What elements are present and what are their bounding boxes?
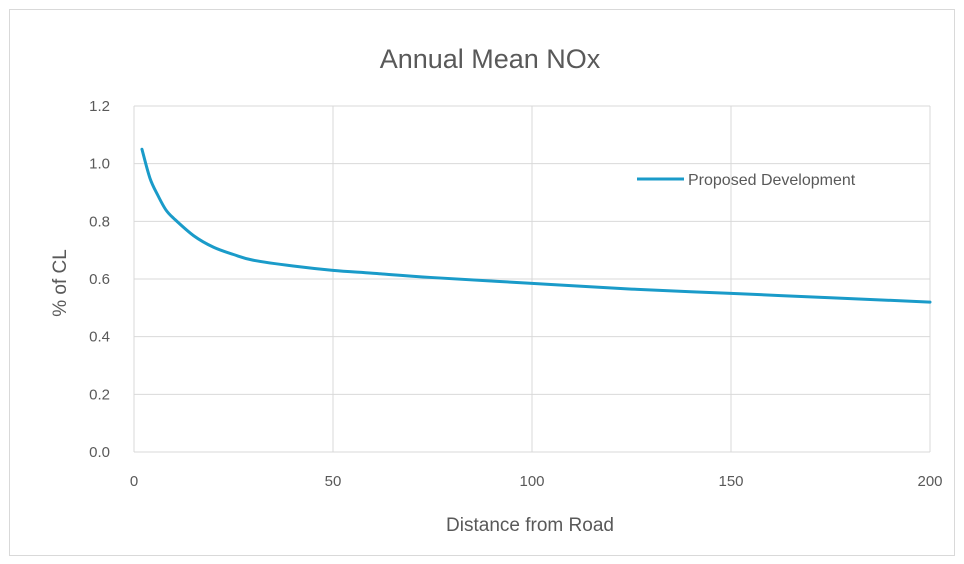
grid-lines: [133, 105, 931, 453]
legend-label: Proposed Development: [688, 172, 856, 189]
y-tick-labels: 0.0 0.2 0.4 0.6 0.8 1.0 1.2: [89, 98, 110, 461]
legend: Proposed Development: [637, 172, 856, 189]
y-tick-label: 0.4: [89, 329, 110, 346]
x-tick-label: 200: [917, 473, 942, 490]
y-tick-label: 0.8: [89, 213, 110, 230]
y-tick-label: 0.6: [89, 271, 110, 288]
y-tick-label: 0.0: [89, 444, 110, 461]
y-tick-label: 1.2: [89, 98, 110, 115]
line-chart: Annual Mean NOx 0.0 0.2 0.4 0.6 0.8 1.0 1.2 0 5…: [50, 44, 943, 536]
x-axis-label: Distance from Road: [446, 515, 614, 536]
x-tick-label: 100: [519, 473, 544, 490]
y-tick-label: 1.0: [89, 156, 110, 173]
x-tick-label: 0: [130, 473, 138, 490]
x-tick-labels: 0 50 100 150 200: [130, 473, 943, 490]
chart-frame: Annual Mean NOx 0.0 0.2 0.4 0.6 0.8 1.0 1.2 0 5…: [9, 9, 955, 556]
series-group: [140, 147, 932, 304]
series-line: [140, 147, 932, 304]
y-tick-label: 0.2: [89, 386, 110, 403]
x-tick-label: 150: [718, 473, 743, 490]
x-tick-label: 50: [325, 473, 342, 490]
y-axis-label: % of CL: [50, 249, 71, 317]
chart-title: Annual Mean NOx: [380, 44, 601, 74]
